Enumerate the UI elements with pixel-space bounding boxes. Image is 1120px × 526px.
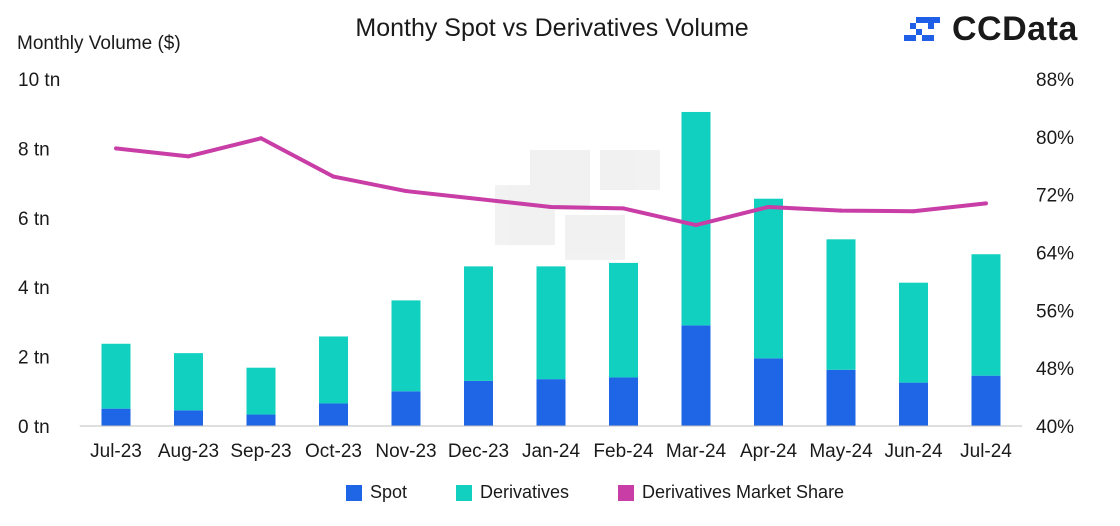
y2-tick-label: 48% [1036,359,1074,380]
bar-derivatives [826,239,856,370]
line-point-market-share [984,201,988,206]
bar-spot [681,325,711,426]
legend-item-derivatives: Derivatives [456,482,569,503]
x-tick-label: Dec-23 [448,441,509,462]
bar-derivatives [391,300,421,392]
bar-series [101,111,1001,426]
line-point-market-share [549,204,553,209]
bar-spot [174,410,203,426]
line-point-market-share [766,204,771,209]
y2-tick-label: 64% [1036,244,1074,265]
legend-label-derivatives: Derivatives [480,482,570,502]
brand-logo: CCData [902,10,1078,49]
bar-derivatives [464,266,493,381]
x-tick-label: Jul-24 [960,441,1012,462]
line-point-market-share [911,209,916,214]
y2-tick-label: 72% [1036,186,1074,207]
bar-derivatives [754,198,783,359]
x-tick-label: Apr-24 [740,441,797,462]
line-point-market-share [694,223,698,228]
x-tick-label: Nov-23 [375,441,436,462]
y-tick-label: 0 tn [18,417,50,438]
bar-derivatives [609,262,638,378]
line-point-market-share [839,208,843,213]
bar-spot [246,414,276,426]
y-axis-right: 40% 48% 56% 64% 72% 80% 88% [1036,70,1074,438]
y2-tick-label: 40% [1036,417,1074,438]
bar-spot [754,358,783,426]
bar-spot [101,408,131,426]
line-point-market-share [114,146,118,151]
bar-spot [826,369,856,426]
x-tick-label: Sep-23 [230,441,291,462]
x-axis: Jul-23 Aug-23 Sep-23 Oct-23 Nov-23 Dec-23 Jan-… [90,441,1012,462]
y-tick-label: 10 tn [18,70,60,91]
bar-derivatives [536,266,566,380]
bar-spot [971,375,1001,426]
line-point-market-share [621,206,626,211]
bar-derivatives [971,254,1001,376]
bar-spot [609,377,638,426]
bar-spot [319,403,348,426]
bar-spot [391,391,421,426]
line-series [114,136,988,228]
line-point-market-share [331,174,336,179]
y-tick-label: 8 tn [18,139,50,160]
x-tick-label: Jul-23 [90,441,142,462]
y2-tick-label: 80% [1036,128,1074,149]
y2-tick-label: 88% [1036,70,1074,91]
line-point-market-share [404,189,408,194]
x-tick-label: Jan-24 [522,441,581,462]
ccdata-logo-icon [904,16,940,41]
legend-item-spot: Spot [346,482,407,503]
y-tick-label: 2 tn [18,348,50,369]
x-tick-label: Aug-23 [158,441,219,462]
watermark [495,150,660,260]
brand-name: CCData [952,10,1078,48]
bar-derivatives [899,282,928,383]
chart-title: Monthy Spot vs Derivatives Volume [355,14,749,42]
bar-derivatives [101,343,131,409]
y2-tick-label: 56% [1036,301,1074,322]
bar-spot [464,380,493,426]
legend: Spot Derivatives Derivatives Market Shar… [0,482,1120,508]
y-tick-label: 6 tn [18,209,50,230]
line-point-market-share [259,136,263,141]
bar-derivatives [319,336,348,404]
legend-swatch-derivatives [456,484,472,501]
bar-spot [536,379,566,426]
legend-swatch-market-share [618,484,634,501]
legend-label-market-share: Derivatives Market Share [642,482,845,502]
x-tick-label: Oct-23 [305,441,362,462]
y-tick-label: 4 tn [18,278,50,299]
line-point-market-share [186,154,191,159]
y-axis-label: Monthly Volume ($) [17,33,181,54]
x-tick-label: Jun-24 [884,441,943,462]
legend-label-spot: Spot [370,482,408,502]
legend-item-market-share: Derivatives Market Share [618,482,844,503]
bar-derivatives [681,111,711,326]
bar-spot [899,382,928,426]
chart-plot: 0 tn 2 tn 4 tn 6 tn 8 tn 10 tn 40% 48% 56% 64% 72… [18,70,1074,462]
x-tick-label: Feb-24 [593,441,654,462]
x-tick-label: Mar-24 [666,441,727,462]
y-axis-left: 0 tn 2 tn 4 tn 6 tn 8 tn 10 tn [18,70,60,438]
bar-derivatives [174,353,203,411]
line-point-market-share [476,197,481,202]
legend-swatch-spot [346,484,362,501]
bar-derivatives [246,367,276,415]
x-tick-label: May-24 [809,441,873,462]
